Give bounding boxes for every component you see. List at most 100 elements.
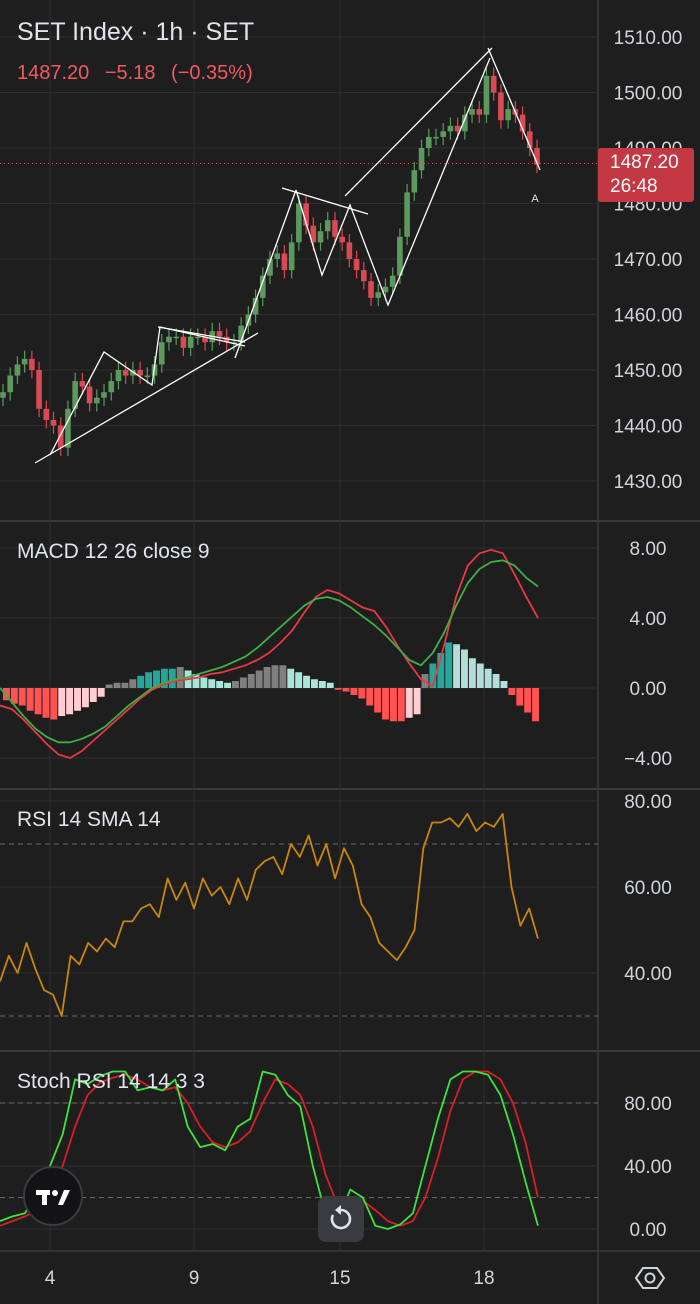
macd-line <box>0 548 539 759</box>
candle-body <box>29 358 35 370</box>
macd-histogram-bar <box>192 674 200 688</box>
candle-body <box>368 281 374 298</box>
candle-body <box>397 236 403 276</box>
candle-body <box>108 381 115 393</box>
macd-histogram-bar <box>374 688 382 713</box>
tradingview-logo-icon[interactable] <box>23 1166 83 1226</box>
trendline-drawing <box>234 189 297 359</box>
price-change: −5.18 <box>104 62 156 84</box>
candle-body <box>433 136 439 139</box>
macd-histogram-bar <box>208 679 216 688</box>
candle-body <box>274 253 281 259</box>
candle-body <box>166 336 172 343</box>
candle-body <box>454 125 461 132</box>
macd-histogram-bar <box>89 688 97 702</box>
stoch-d-line <box>0 1070 539 1227</box>
candle-body <box>462 114 468 132</box>
macd-histogram-bar <box>129 679 137 688</box>
candle-body <box>317 231 324 243</box>
macd-histogram-bar <box>3 688 10 701</box>
candle-body <box>202 336 208 343</box>
macd-histogram-bar <box>26 688 34 711</box>
annotation-label: A <box>531 193 539 205</box>
candle-body <box>195 336 201 339</box>
price-tick-label: 40.00 <box>624 1157 672 1178</box>
candle-body <box>94 397 100 404</box>
price-tick-label: 1470.00 <box>614 250 683 271</box>
candle-body <box>0 392 6 398</box>
macd-histogram-bar <box>303 675 310 688</box>
macd-histogram-bar <box>121 682 129 688</box>
price-tick-label: −4.00 <box>624 749 672 770</box>
macd-histogram-bar <box>160 668 168 688</box>
macd-histogram-bar <box>453 644 461 688</box>
macd-histogram-bar <box>350 688 358 695</box>
candle-body <box>404 192 410 237</box>
candle-body <box>447 125 454 132</box>
candle-body <box>389 275 396 287</box>
candle-body <box>43 408 50 420</box>
candle-body <box>519 114 526 132</box>
candle-body <box>267 259 273 276</box>
settings-icon[interactable] <box>632 1260 668 1296</box>
time-tick-label: 18 <box>473 1268 494 1289</box>
macd-histogram-bar <box>216 681 224 688</box>
price-tick-label: 8.00 <box>630 539 667 560</box>
price-tick-label: 1450.00 <box>614 361 683 382</box>
trendline-drawing <box>157 326 246 343</box>
price-tick-label: 40.00 <box>624 964 672 985</box>
symbol-title[interactable]: SET Index · 1h · SET <box>17 18 255 46</box>
candle-body <box>425 136 432 148</box>
candle-body <box>440 131 446 137</box>
macd-histogram-bar <box>113 682 121 688</box>
price-tick-label: 4.00 <box>630 609 667 630</box>
macd-histogram-bar <box>310 679 318 688</box>
price-tick-label: 0.00 <box>630 679 667 700</box>
macd-histogram-bar <box>42 688 50 718</box>
macd-histogram-bar <box>287 668 295 688</box>
macd-histogram-bar <box>153 670 160 688</box>
macd-histogram-bar <box>176 667 184 688</box>
price-change-percent: (−0.35%) <box>171 62 253 84</box>
trendline-drawing <box>295 57 491 307</box>
macd-histogram-bar <box>10 688 18 704</box>
candle-body <box>526 131 533 148</box>
macd-histogram-bar <box>342 688 350 692</box>
price-tick-label: 60.00 <box>624 878 672 899</box>
candle-body <box>173 336 179 339</box>
macd-label[interactable]: MACD 12 26 close 9 <box>17 540 210 563</box>
candle-body <box>158 342 165 365</box>
macd-histogram-bar <box>405 688 413 718</box>
macd-histogram-bar <box>468 658 476 688</box>
macd-histogram-bar <box>271 665 279 688</box>
last-price: 1487.20 <box>17 62 90 84</box>
macd-histogram-bar <box>239 677 247 688</box>
candle-body <box>469 109 475 115</box>
stoch-rsi-label[interactable]: Stoch RSI 14 14 3 3 <box>17 1070 205 1093</box>
candle-body <box>483 75 490 115</box>
macd-histogram-bar <box>437 653 445 688</box>
candle-body <box>79 381 86 387</box>
candle-body <box>238 325 244 343</box>
macd-histogram-bar <box>97 688 105 697</box>
price-tick-label: 1430.00 <box>614 472 683 493</box>
macd-histogram-bar <box>334 688 342 690</box>
candle-body <box>36 370 42 409</box>
candle-body <box>216 331 223 337</box>
candle-body <box>122 370 129 376</box>
macd-histogram-bar <box>263 667 271 688</box>
candle-body <box>115 370 122 382</box>
macd-histogram-bar <box>516 688 524 706</box>
candle-body <box>187 336 194 348</box>
macd-histogram-bar <box>255 670 263 688</box>
rsi-label[interactable]: RSI 14 SMA 14 <box>17 808 161 831</box>
last-price-tag: 1487.20 26:48 <box>598 148 694 202</box>
reset-icon[interactable] <box>318 1196 364 1242</box>
candle-body <box>303 203 309 226</box>
macd-histogram-bar <box>382 688 389 720</box>
macd-histogram-bar <box>81 688 89 708</box>
candle-body <box>130 370 136 376</box>
candle-body <box>411 170 418 193</box>
